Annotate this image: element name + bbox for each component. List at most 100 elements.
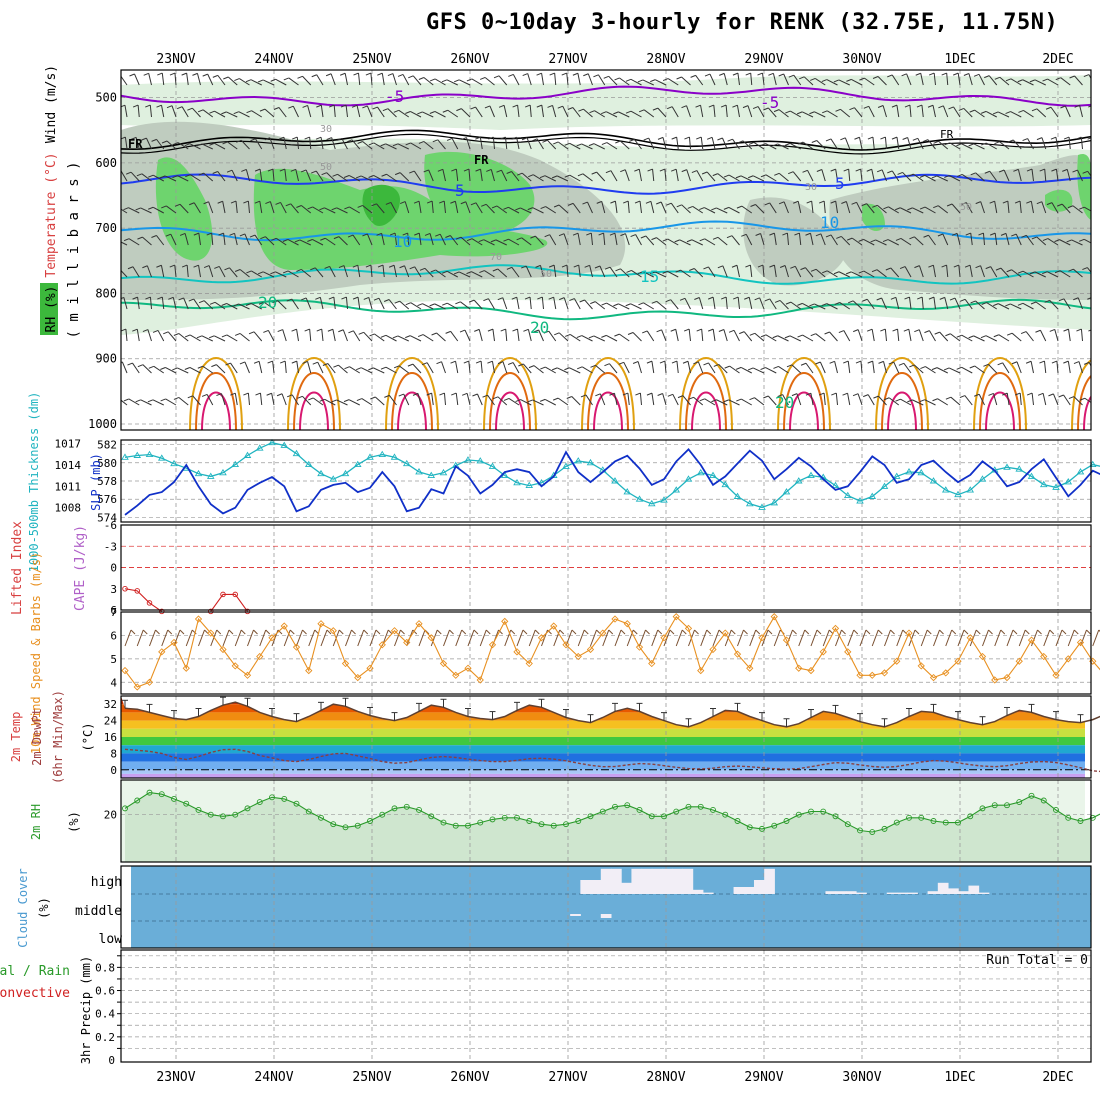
wind-barb — [409, 266, 415, 270]
wind-barb — [588, 143, 595, 147]
rh2m-point — [636, 807, 643, 813]
wind-barb — [284, 169, 287, 182]
wind-barb — [735, 366, 742, 370]
wind-barb — [993, 393, 998, 406]
wind-barb — [151, 138, 157, 142]
wind-barb — [370, 396, 376, 400]
wind-barb — [1049, 328, 1055, 332]
wind-barb — [613, 111, 619, 115]
wind-barb — [587, 201, 593, 214]
wind-barb — [430, 269, 436, 273]
wind-barb — [165, 233, 171, 237]
wind-barb — [862, 298, 868, 302]
wind-barb — [443, 393, 446, 406]
wind10-barb — [884, 629, 891, 647]
wind-barb — [301, 205, 312, 214]
wind-barb — [447, 302, 458, 310]
wind-barb — [876, 297, 882, 301]
wind-barb — [172, 175, 178, 179]
contour-label: 15 — [640, 267, 659, 286]
high-cloud-bar — [651, 868, 663, 894]
rh2m-point — [514, 814, 520, 821]
date-label-bottom: 30NOV — [842, 1070, 881, 1085]
wind-barb — [853, 329, 859, 333]
wind-barb — [642, 79, 654, 86]
wind10-point — [966, 634, 974, 642]
wind-barb — [224, 267, 230, 271]
wind-barb — [545, 366, 556, 374]
wind-barb — [355, 175, 362, 179]
thickness-point — [978, 475, 987, 482]
wind-barb — [994, 76, 1000, 80]
wind-barb — [221, 111, 227, 115]
wind-barb — [679, 297, 686, 301]
rh-band-light — [121, 75, 1091, 130]
wind-barb — [846, 237, 853, 241]
wind-barb — [701, 171, 708, 175]
wind10-barb — [632, 629, 638, 635]
wind-barb — [1076, 328, 1082, 332]
wind-barb — [137, 236, 143, 240]
wind-barb — [414, 266, 422, 278]
wind-barb — [587, 73, 593, 86]
wind-barb — [234, 393, 238, 406]
wind-barb — [594, 301, 606, 310]
wind-barb — [712, 236, 719, 240]
wind-barb — [142, 364, 152, 374]
wind-barb — [772, 335, 778, 339]
wind-barb — [299, 239, 311, 246]
wind-barb — [777, 143, 789, 150]
wind10-barb — [345, 629, 352, 647]
wind-barb — [1079, 206, 1085, 210]
wind-barb — [891, 170, 900, 182]
thickness-point — [905, 468, 913, 475]
wind-barb — [749, 265, 753, 278]
wind-barb — [613, 303, 619, 307]
wind-barb — [325, 237, 336, 246]
wind10-barb — [179, 629, 185, 635]
wind-barb — [645, 200, 652, 204]
wind-barb — [553, 265, 557, 278]
wind-barb — [343, 265, 348, 278]
wind-barb — [790, 301, 802, 310]
wind-barb — [729, 365, 740, 374]
wind-barb — [818, 200, 825, 204]
wind-barb — [1068, 396, 1075, 400]
slp-tick-label: 1017 — [55, 438, 82, 451]
date-label-bottom: 28NOV — [646, 1070, 685, 1085]
wind-barb — [414, 232, 420, 236]
wind10-barb — [277, 629, 283, 635]
wind-barb — [304, 328, 310, 332]
wind-barb — [402, 74, 410, 86]
wind-barb — [802, 302, 814, 310]
wind-barb — [468, 361, 471, 374]
thickness-point — [745, 499, 754, 507]
wind-barb — [579, 299, 585, 303]
high-cloud-bar — [825, 891, 837, 894]
wind-barb — [829, 331, 838, 342]
wind-barb — [613, 393, 618, 406]
wind-barb — [937, 205, 949, 214]
isotherm-surface-loop — [489, 372, 531, 430]
wind-barb — [572, 72, 579, 76]
wind-barb — [610, 170, 618, 182]
wind-barb — [917, 138, 924, 150]
wind-barb — [1006, 332, 1013, 336]
thickness-point — [1039, 480, 1048, 488]
wind-barb — [211, 364, 217, 368]
wind-barb — [903, 363, 912, 374]
date-label-bottom: 24NOV — [254, 1070, 293, 1085]
wind-barb — [1050, 106, 1059, 118]
wind-barb — [429, 233, 434, 246]
wind-barb — [846, 78, 852, 82]
wind10-barb — [130, 629, 136, 635]
wind-barb — [1096, 399, 1100, 405]
wind-barb — [908, 173, 914, 177]
wind-barb — [1035, 301, 1047, 310]
wind-barb — [665, 299, 671, 303]
wind-barb — [491, 205, 498, 209]
wind-barb — [871, 169, 875, 182]
wind-barb — [838, 330, 845, 334]
wind-barb — [826, 270, 838, 278]
wind10-barb — [743, 629, 748, 635]
